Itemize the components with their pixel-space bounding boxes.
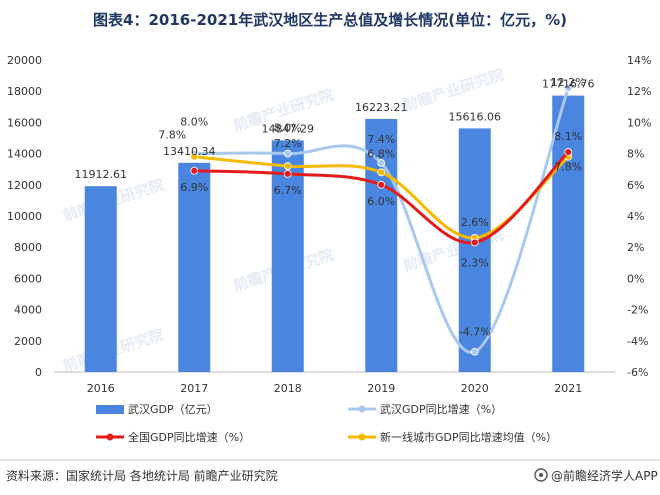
y-left-tick-label: 2000: [14, 335, 42, 348]
point-tier1: [283, 162, 292, 170]
line-value-label-wuhan: 7.4%: [367, 133, 395, 146]
y-left-tick-label: 4000: [14, 304, 42, 317]
x-tick-label: 2018: [274, 382, 302, 395]
point-wuhan: [377, 159, 386, 167]
legend-label-tier1: 新一线城市GDP同比增速均值（%）: [380, 430, 557, 444]
line-value-label-national: 6.7%: [274, 184, 302, 197]
y-right-tick-label: 14%: [627, 54, 651, 67]
line-value-label-tier1: 7.2%: [274, 137, 302, 150]
y-right-tick-label: -2%: [627, 304, 648, 317]
legend-swatch-dot-wuhan: [358, 405, 366, 413]
brand: @前瞻经济学人APP: [534, 468, 658, 483]
line-value-label-wuhan: -4.7%: [459, 326, 491, 339]
y-right-tick-label: 2%: [627, 241, 644, 254]
y-axis-right: -6% -4% -2% 0% 2% 4% 6% 8% 10% 12% 14%: [627, 54, 651, 379]
x-tick-label: 2017: [180, 382, 208, 395]
point-national: [377, 180, 386, 189]
line-value-label-national: 6.9%: [180, 181, 208, 194]
line-wuhan: [192, 86, 570, 354]
point-tier1: [377, 168, 386, 177]
legend: 武汉GDP（亿元） 武汉GDP同比增速（%） 全国GDP同比增速（%） 新一线城市GD…: [96, 402, 557, 444]
y-left-tick-label: 12000: [7, 179, 42, 192]
x-tick-label: 2019: [367, 382, 395, 395]
bar-series: [84, 95, 585, 373]
bar-2021: [552, 95, 585, 373]
bar-2016: [84, 186, 117, 372]
x-tick-label: 2021: [554, 382, 582, 395]
brand-logo-icon: [534, 468, 548, 482]
line-value-label-tier1: 6.8%: [367, 147, 395, 160]
bar-value-label: 15616.06: [449, 110, 502, 123]
line-value-label-national: 2.3%: [461, 257, 489, 270]
brand-text: @前瞻经济学人APP: [551, 468, 658, 483]
y-left-tick-label: 18000: [7, 85, 42, 98]
y-left-tick-label: 20000: [7, 54, 42, 67]
legend-swatch-bar: [96, 405, 124, 414]
y-left-tick-label: 10000: [7, 210, 42, 223]
data-labels: 11912.61 13410.34 14847.29 16223.21 15616.06…: [75, 76, 595, 339]
bar-value-label: 13410.34: [163, 145, 216, 158]
y-right-tick-label: 8%: [627, 148, 644, 161]
legend-label-wuhan: 武汉GDP同比增速（%）: [380, 402, 502, 416]
x-axis: 2016 2017 2018 2019 2020 2021: [87, 382, 583, 395]
point-national: [564, 148, 573, 156]
y-right-tick-label: 12%: [627, 85, 651, 98]
bar-value-label: 17716.76: [542, 78, 595, 91]
y-right-tick-label: 0%: [627, 272, 644, 285]
point-wuhan: [470, 347, 479, 356]
point-wuhan: [564, 84, 573, 92]
point-wuhan: [283, 149, 292, 158]
bar-2017: [178, 162, 211, 372]
line-national: [192, 150, 570, 245]
bar-2018: [271, 140, 304, 372]
y-right-tick-label: 10%: [627, 116, 651, 129]
line-value-label-tier1: 7.8%: [554, 161, 582, 174]
line-value-label-national: 6.0%: [367, 195, 395, 208]
y-left-tick-label: 8000: [14, 241, 42, 254]
y-left-tick-label: 16000: [7, 116, 42, 129]
legend-label-bar: 武汉GDP（亿元）: [128, 403, 218, 416]
watermark-text: 前瞻产业研究院: [401, 65, 506, 115]
line-value-label-wuhan: 8.0%: [180, 116, 208, 129]
brand-logo-icon-dot: [539, 473, 543, 477]
line-value-label-wuhan: 12.2%: [551, 76, 586, 89]
legend-swatch-dot-tier1: [358, 433, 366, 441]
chart-title: 图表4：2016-2021年武汉地区生产总值及增长情况(单位：亿元，%): [93, 11, 567, 29]
point-national: [283, 169, 292, 178]
y-left-tick-label: 0: [35, 366, 42, 379]
bar-value-label: 16223.21: [355, 101, 408, 114]
line-value-label-national: 8.1%: [554, 130, 582, 143]
line-value-label-tier1: 2.6%: [461, 216, 489, 229]
y-axis-left: 0 2000 4000 6000 8000 10000 12000 14000 16000 180…: [7, 54, 42, 379]
point-tier1: [190, 152, 199, 161]
legend-swatch-dot-national: [106, 433, 114, 441]
line-value-label-wuhan: 8.0%: [274, 122, 302, 135]
y-right-tick-label: -6%: [627, 366, 648, 379]
source-text: 资料来源：国家统计局 各地统计局 前瞻产业研究院: [6, 468, 278, 483]
bar-2020: [458, 128, 491, 372]
y-right-tick-label: 4%: [627, 210, 644, 223]
line-value-label-tier1: 7.8%: [158, 129, 186, 142]
point-national: [470, 238, 479, 247]
y-right-tick-label: -4%: [627, 335, 648, 348]
y-left-tick-label: 14000: [7, 148, 42, 161]
point-national: [190, 166, 199, 175]
y-left-tick-label: 6000: [14, 272, 42, 285]
x-tick-label: 2016: [87, 382, 115, 395]
y-right-tick-label: 6%: [627, 179, 644, 192]
legend-label-national: 全国GDP同比增速（%）: [128, 430, 250, 444]
line-series: [190, 84, 573, 356]
x-tick-label: 2020: [461, 382, 489, 395]
bar-value-label: 14847.29: [262, 122, 315, 135]
bar-value-label: 11912.61: [75, 168, 128, 181]
